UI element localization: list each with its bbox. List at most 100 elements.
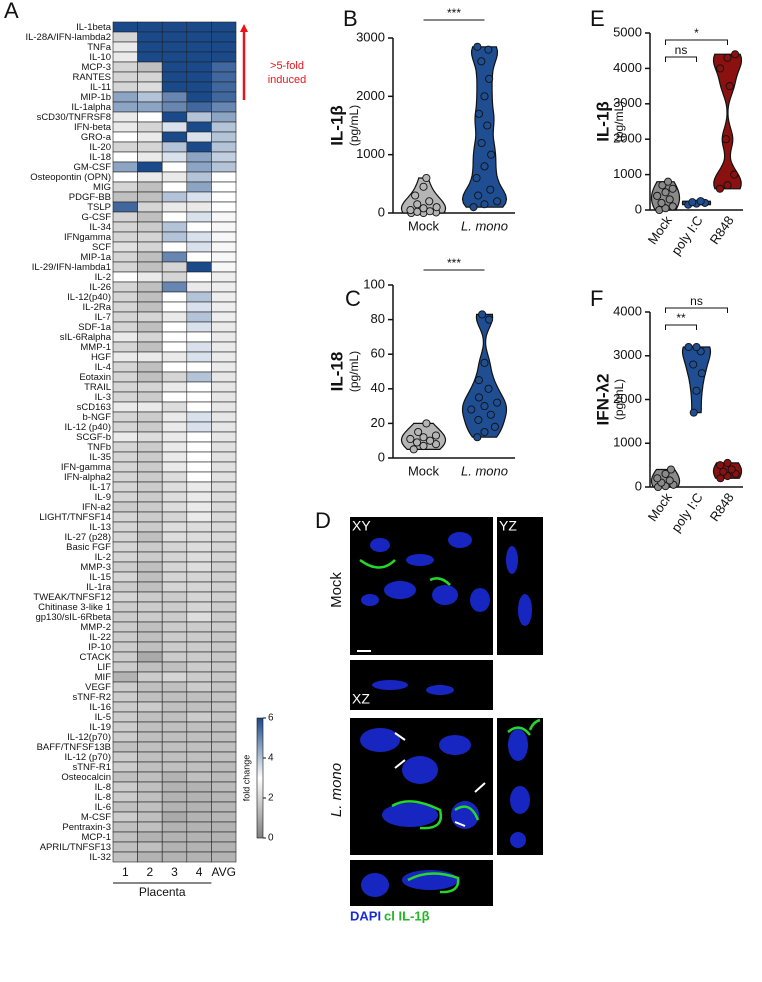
row-label: MCP-1: [81, 832, 111, 843]
heatmap-cell: [161, 231, 188, 243]
heatmap-cell: [161, 781, 188, 793]
colorbar-tick-label: 2: [268, 793, 274, 804]
data-point: [493, 398, 502, 407]
heatmap-cell: [161, 771, 188, 783]
heatmap-cell: [137, 811, 163, 823]
heatmap-cell: [211, 61, 237, 73]
data-point: [480, 92, 489, 101]
data-point: [480, 162, 489, 171]
heatmap-cell: [161, 101, 188, 113]
row-label: sIL-6Ralpha: [60, 332, 112, 343]
heatmap-cell: [161, 831, 188, 843]
heatmap-cell: [112, 41, 138, 53]
heatmap-cell: [186, 411, 212, 423]
heatmap-cell: [161, 641, 188, 653]
data-point: [661, 188, 670, 197]
row-label: IL-6: [95, 802, 111, 813]
heatmap-cell: [161, 651, 188, 663]
heatmap-cell: [211, 161, 237, 173]
data-point: [661, 469, 670, 478]
heatmap-cell: [137, 451, 163, 463]
heatmap-cell: [211, 211, 237, 223]
y-tick-label: 0: [635, 478, 642, 493]
row-label: MMP-3: [80, 562, 111, 573]
data-point: [689, 408, 698, 417]
data-point: [431, 440, 441, 449]
data-point: [411, 191, 420, 200]
heatmap-cell: [211, 111, 237, 123]
heatmap-cell: [137, 701, 163, 713]
heatmap-cell: [186, 81, 212, 93]
heatmap-cell: [186, 531, 212, 543]
heatmap-cell: [211, 641, 237, 653]
data-point: [474, 393, 484, 402]
row-label: IL-22: [89, 632, 111, 643]
data-point: [688, 198, 697, 207]
heatmap-cell: [112, 421, 138, 433]
heatmap-cell: [211, 521, 237, 533]
heatmap-cell: [112, 131, 138, 143]
heatmap-cell: [186, 821, 212, 833]
heatmap-cell: [211, 431, 237, 443]
y-tick-label: 60: [371, 346, 385, 361]
heatmap-cell: [211, 241, 237, 253]
heatmap-cell: [211, 461, 237, 473]
row-label: IL-1beta: [76, 22, 112, 33]
data-point: [665, 195, 674, 204]
heatmap-cell: [137, 41, 163, 53]
heatmap-cell: [211, 801, 237, 813]
y-tick-label: 3000: [613, 347, 642, 362]
heatmap-cell: [211, 571, 237, 583]
heatmap-cell: [137, 331, 163, 343]
heatmap-cell: [161, 661, 188, 673]
row-label: IL-10: [89, 52, 111, 63]
data-point: [485, 315, 494, 324]
heatmap-cell: [186, 311, 212, 323]
row-label: MIP-1b: [80, 92, 111, 103]
row-label: Basic FGF: [66, 542, 111, 553]
heatmap-cell: [186, 191, 212, 203]
data-point: [478, 310, 487, 319]
heatmap-cell: [112, 291, 138, 303]
heatmap-cell: [211, 761, 237, 773]
column-label: 1: [122, 865, 129, 879]
y-tick-label: 0: [378, 449, 385, 464]
heatmap-cell: [161, 21, 188, 33]
heatmap-cell: [211, 281, 237, 293]
heatmap-cell: [112, 351, 138, 363]
heatmap-cell: [161, 251, 188, 263]
heatmap-cell: [112, 621, 138, 633]
heatmap-cell: [161, 571, 188, 583]
row-label: VEGF: [85, 682, 111, 693]
data-point: [665, 476, 674, 485]
significance-bracket: [665, 324, 697, 330]
heatmap-cell: [211, 741, 237, 753]
heatmap-cell: [211, 341, 237, 353]
heatmap-cell: [112, 231, 138, 243]
panel-letter: C: [345, 286, 361, 311]
heatmap-cell: [186, 771, 212, 783]
heatmap-cell: [211, 591, 237, 603]
heatmap-cell: [161, 411, 188, 423]
view-label: YZ: [499, 518, 517, 534]
heatmap-cell: [161, 191, 188, 203]
x-tick-label: Mock: [408, 463, 440, 478]
row-label: IL-12(p70): [67, 732, 111, 743]
heatmap-cell: [112, 771, 138, 783]
row-label: MMP-1: [80, 342, 111, 353]
heatmap-cell: [112, 811, 138, 823]
heatmap-cell: [161, 851, 188, 863]
heatmap-cell: [112, 411, 138, 423]
panel-letter: F: [590, 286, 603, 311]
data-point: [431, 431, 441, 440]
heatmap-cell: [137, 371, 163, 383]
heatmap-cell: [186, 201, 212, 213]
heatmap-cell: [161, 791, 188, 803]
colorbar-label: fold change: [241, 755, 251, 802]
heatmap-cell: [112, 281, 138, 293]
data-point: [473, 42, 482, 51]
heatmap-cell: [186, 101, 212, 113]
heatmap-cell: [186, 371, 212, 383]
heatmap-cell: [137, 251, 163, 263]
data-point: [721, 135, 730, 144]
